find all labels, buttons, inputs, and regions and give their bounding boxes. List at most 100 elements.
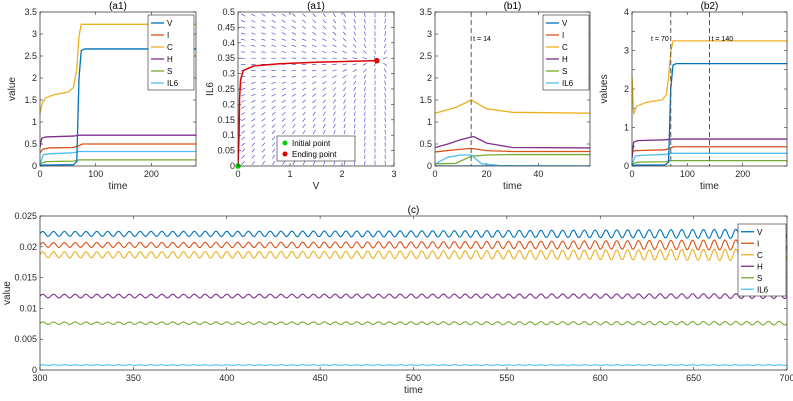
- vector-arrow: [241, 118, 246, 122]
- vector-arrow: [251, 112, 256, 116]
- vector-arrow: [343, 93, 347, 98]
- vector-arrow: [383, 62, 388, 66]
- vector-arrow: [353, 37, 357, 42]
- vector-arrow: [362, 57, 368, 60]
- y-tick-label: 0.05: [217, 146, 235, 156]
- legend-label-initial: Initial point: [292, 139, 331, 148]
- panel-c: 300 350 400 450 500 550 600 650 700 0 0.005 0.01 0.0…: [2, 205, 793, 396]
- vector-arrow: [251, 32, 256, 35]
- y-tick-label: 0.35: [217, 53, 235, 63]
- vector-arrow: [271, 32, 276, 35]
- axes-frame: [237, 11, 395, 167]
- axes-frame: [39, 215, 788, 371]
- vector-arrow: [281, 38, 286, 41]
- vector-arrow: [301, 81, 307, 85]
- vector-arrow: [322, 111, 326, 116]
- vector-arrow: [364, 25, 366, 30]
- y-axis-label: IL6: [205, 82, 216, 96]
- y-tick-label: 0.025: [14, 211, 37, 221]
- vector-arrow: [302, 123, 306, 128]
- vector-arrow: [333, 129, 336, 135]
- vector-arrow: [384, 80, 386, 86]
- vector-arrow: [251, 106, 256, 109]
- vector-arrow: [363, 43, 367, 49]
- y-tick-label: 0.4: [222, 38, 235, 48]
- vector-arrow: [241, 106, 246, 109]
- vector-arrow: [261, 130, 266, 134]
- legend-label-h: H: [562, 55, 568, 64]
- vector-arrow: [364, 111, 366, 116]
- vector-arrow: [291, 25, 296, 29]
- x-tick-label: 200: [144, 169, 159, 179]
- vector-arrow: [241, 142, 246, 147]
- vector-arrow: [301, 44, 307, 47]
- vector-arrow: [332, 69, 337, 72]
- vector-arrow: [261, 26, 266, 29]
- vector-arrow: [343, 19, 346, 24]
- vector-arrow: [333, 111, 336, 116]
- vector-arrow: [312, 81, 317, 85]
- vector-arrow: [333, 123, 336, 129]
- vector-arrow: [332, 31, 337, 36]
- vector-arrow: [301, 69, 307, 72]
- vector-arrow: [261, 81, 266, 84]
- plot-content: [435, 12, 590, 166]
- vector-arrow: [322, 123, 326, 129]
- legend-box: [147, 14, 195, 91]
- vector-arrow: [332, 38, 337, 42]
- vector-arrow: [261, 160, 266, 165]
- vector-arrow: [251, 130, 256, 134]
- vector-arrow: [322, 44, 327, 48]
- legend-label-c: C: [167, 43, 173, 52]
- vector-arrow: [301, 75, 307, 78]
- vector-arrow: [261, 13, 266, 17]
- y-tick-label: 3: [624, 46, 629, 56]
- vector-arrow: [251, 81, 256, 84]
- vector-arrow: [322, 38, 327, 42]
- series-line-c: [632, 40, 787, 115]
- vector-arrow: [251, 160, 255, 165]
- vector-arrow: [251, 124, 256, 128]
- vector-arrow: [281, 32, 286, 35]
- vector-arrow: [241, 20, 246, 23]
- vector-arrow: [261, 124, 266, 128]
- vector-arrow: [240, 45, 246, 47]
- vector-arrow: [271, 87, 276, 91]
- vector-arrow: [384, 86, 386, 92]
- vector-arrow: [354, 160, 356, 166]
- vector-arrow: [241, 148, 245, 153]
- vector-arrow: [240, 88, 246, 90]
- vector-arrow: [271, 26, 276, 29]
- vector-arrow: [251, 75, 256, 78]
- vector-arrow: [312, 19, 317, 24]
- x-tick-label: 0: [37, 169, 42, 179]
- event-label: t = 70: [651, 36, 669, 43]
- vector-arrow: [261, 99, 266, 103]
- vector-arrow: [353, 123, 356, 129]
- vector-arrow: [312, 13, 316, 17]
- vector-arrow: [241, 154, 245, 159]
- vector-arrow: [343, 123, 346, 129]
- vector-arrow: [333, 160, 336, 166]
- vector-arrow: [353, 117, 356, 123]
- x-axis-label: time: [700, 181, 719, 192]
- x-tick-label: 200: [735, 169, 750, 179]
- vector-arrow: [271, 99, 276, 103]
- vector-arrow: [261, 69, 266, 72]
- x-tick-label: 40: [533, 169, 543, 179]
- vector-arrow: [291, 13, 296, 17]
- panel-title: (b1): [504, 1, 522, 12]
- vector-arrow: [382, 57, 388, 60]
- x-tick-label: 0: [629, 169, 634, 179]
- legend-label-s: S: [167, 67, 172, 76]
- vector-arrow: [241, 124, 246, 128]
- legend-label-h: H: [167, 55, 173, 64]
- vector-arrow: [281, 111, 286, 116]
- vector-arrow: [322, 69, 327, 72]
- legend-label-i: I: [167, 31, 169, 40]
- vector-arrow: [281, 124, 286, 128]
- vector-arrow: [302, 111, 306, 116]
- vector-arrow: [271, 45, 276, 47]
- vector-arrow: [312, 93, 317, 97]
- vector-arrow: [332, 99, 336, 104]
